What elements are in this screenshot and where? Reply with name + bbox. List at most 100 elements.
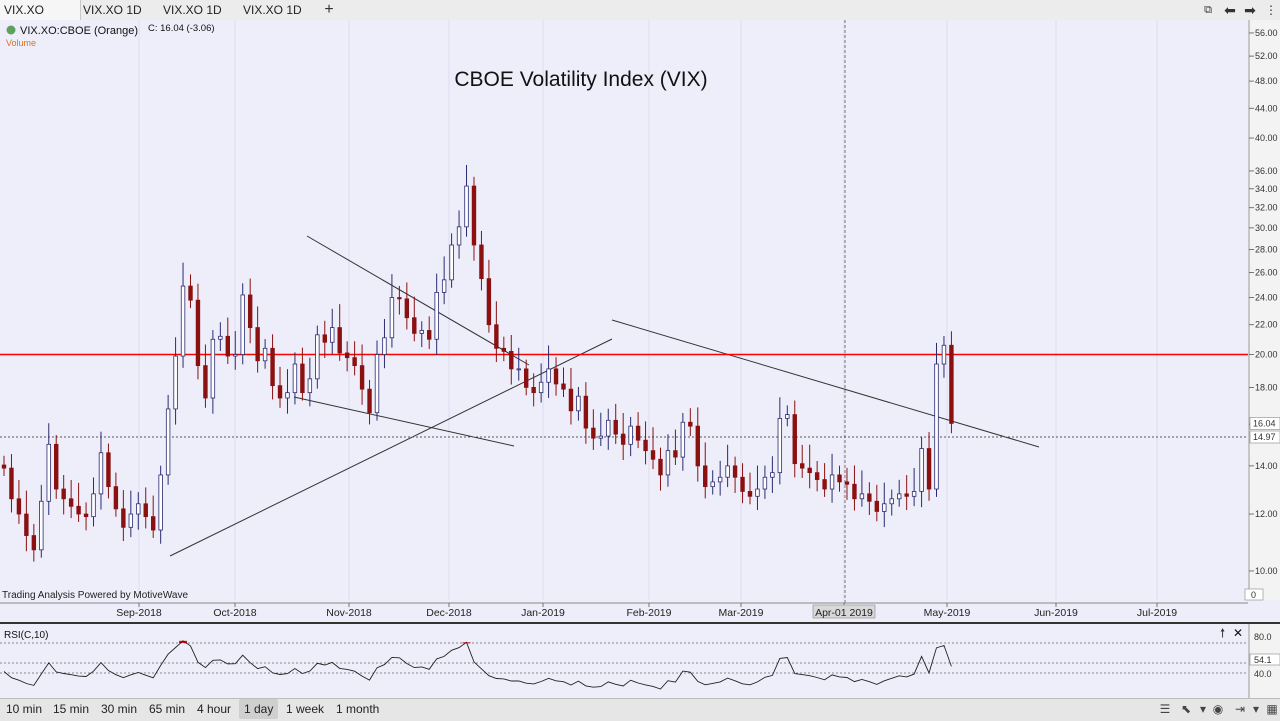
fit-icon[interactable]: ⇥ bbox=[1234, 702, 1246, 716]
x-crosshair-label-box bbox=[812, 604, 876, 619]
arrow-right-icon[interactable]: ➡ bbox=[1244, 2, 1256, 18]
tab-bar: VIX.XO 1D✕ VIX.XO 1D VIX.XO 1D VIX.XO 1D… bbox=[0, 0, 1280, 37]
candle-body bbox=[262, 347, 268, 362]
candle-body bbox=[277, 385, 283, 399]
price-marker-last-label: 16.04 bbox=[1253, 418, 1276, 428]
candle-body bbox=[710, 481, 715, 488]
eye-icon[interactable]: ◉ bbox=[1212, 702, 1224, 716]
timeframe-4hour[interactable]: 4 hour bbox=[197, 702, 232, 716]
trendline-falling-resistance[interactable] bbox=[611, 319, 1040, 448]
candle-body bbox=[121, 508, 126, 528]
rsi-close-icon[interactable]: ✕ bbox=[1233, 626, 1243, 640]
candle-body bbox=[546, 368, 551, 383]
candle-body bbox=[844, 481, 850, 485]
candle-body bbox=[307, 378, 313, 394]
timeframe-1month[interactable]: 1 month bbox=[336, 702, 380, 716]
candle-body bbox=[949, 344, 954, 424]
candle-body bbox=[195, 299, 201, 367]
candle-body bbox=[807, 467, 812, 474]
candle-body bbox=[852, 483, 857, 500]
candle-body bbox=[889, 498, 894, 505]
tab-vix-3[interactable]: VIX.XO 1D bbox=[159, 0, 226, 20]
timeframe-65min[interactable]: 65 min bbox=[149, 702, 186, 716]
candle-body bbox=[9, 467, 14, 500]
chart-area[interactable]: 10.0012.0014.0016.0018.0020.0022.0024.00… bbox=[0, 20, 1280, 698]
dropdown-icon[interactable]: ▾ bbox=[1199, 702, 1207, 716]
timeframe-30min[interactable]: 30 min bbox=[101, 702, 138, 716]
tab-vix-2[interactable]: VIX.XO 1D bbox=[79, 0, 146, 20]
candle-body bbox=[1, 464, 7, 469]
trendlines[interactable] bbox=[169, 235, 1040, 557]
x-tick-label: May-2019 bbox=[924, 607, 971, 619]
candle-body bbox=[785, 414, 790, 419]
rsi-pin-icon[interactable]: 🠕 bbox=[1220, 626, 1225, 640]
x-tick-label: Oct-2018 bbox=[213, 607, 256, 619]
candle-body bbox=[829, 474, 835, 490]
rsi-value-box bbox=[1249, 653, 1280, 666]
y-tick-label: 52.00 bbox=[1255, 51, 1278, 61]
candle-body bbox=[777, 417, 783, 474]
candle-body bbox=[926, 448, 932, 490]
timeframe-15min[interactable]: 15 min bbox=[53, 702, 90, 716]
candle-body bbox=[128, 513, 134, 528]
candle-body bbox=[911, 491, 917, 497]
add-tab-icon[interactable]: + bbox=[324, 1, 334, 18]
candle-body bbox=[934, 363, 939, 490]
candle-body bbox=[665, 450, 671, 476]
timeframe-1week[interactable]: 1 week bbox=[286, 702, 325, 716]
candle-body bbox=[919, 448, 924, 492]
candle-body bbox=[486, 278, 492, 326]
legend-dot-icon bbox=[6, 25, 16, 35]
candle-body bbox=[516, 368, 521, 371]
x-tick-label: Dec-2018 bbox=[426, 607, 472, 619]
timeframe-1day[interactable]: 1 day bbox=[239, 699, 279, 719]
candle-body bbox=[583, 395, 589, 429]
candle-body bbox=[158, 474, 163, 531]
trendline-lower-wedge[interactable] bbox=[293, 396, 515, 447]
price-chart[interactable]: 10.0012.0014.0016.0018.0020.0022.0024.00… bbox=[0, 20, 1280, 698]
legend-close-info: C: 16.04 (-3.06) bbox=[148, 23, 215, 34]
tab-vix-4[interactable]: VIX.XO 1D bbox=[239, 0, 306, 20]
candle-body bbox=[800, 463, 805, 469]
menu-icon[interactable]: ⋮ bbox=[1265, 3, 1277, 17]
list-icon[interactable]: ☰ bbox=[1159, 702, 1171, 716]
maximize-icon[interactable]: ⧉ bbox=[1204, 4, 1212, 16]
candle-body bbox=[337, 327, 342, 354]
candle-body bbox=[98, 452, 104, 495]
candle-body bbox=[322, 334, 327, 343]
candle-body bbox=[449, 244, 454, 281]
x-tick-label: Jun-2019 bbox=[1034, 607, 1078, 619]
y-tick-label: 30.00 bbox=[1255, 223, 1278, 233]
candle-body bbox=[218, 335, 223, 340]
y-tick-label: 18.00 bbox=[1255, 382, 1278, 392]
candle-body bbox=[315, 334, 320, 380]
candle-body bbox=[643, 439, 648, 452]
candle-body bbox=[874, 500, 880, 512]
trendline-upper-wedge[interactable] bbox=[306, 235, 530, 366]
tab-vix-1[interactable]: VIX.XO 1D✕ bbox=[0, 0, 81, 37]
grid-icon[interactable]: ▦ bbox=[1266, 702, 1278, 716]
candle-body bbox=[770, 472, 775, 478]
rsi-label: RSI(C,10) bbox=[4, 630, 48, 641]
x-axis-labels: Sep-2018 Oct-2018 Nov-2018 Dec-2018 Jan-2019… bbox=[116, 603, 1177, 619]
candle-body bbox=[374, 354, 380, 414]
candle-body bbox=[173, 355, 178, 410]
candle-body bbox=[344, 352, 350, 359]
candle-body bbox=[501, 347, 507, 352]
candle-body bbox=[576, 395, 581, 412]
dropdown-icon-2[interactable]: ▾ bbox=[1252, 702, 1260, 716]
candle-body bbox=[680, 421, 686, 458]
timeframe-10min[interactable]: 10 min bbox=[6, 702, 43, 716]
pane-divider[interactable] bbox=[0, 622, 1280, 624]
candle-body bbox=[740, 476, 745, 492]
cursor-icon[interactable]: ⬉ bbox=[1180, 702, 1192, 716]
candle-body bbox=[561, 383, 566, 390]
candle-body bbox=[747, 491, 753, 497]
candle-body bbox=[225, 335, 230, 357]
trendline-rising-support[interactable] bbox=[169, 338, 613, 557]
arrow-left-icon[interactable]: ⬅ bbox=[1224, 2, 1236, 18]
candle-body bbox=[150, 516, 156, 531]
y-tick-label: 20.00 bbox=[1255, 349, 1278, 359]
candle-body bbox=[837, 474, 842, 483]
candle-body bbox=[650, 450, 656, 460]
